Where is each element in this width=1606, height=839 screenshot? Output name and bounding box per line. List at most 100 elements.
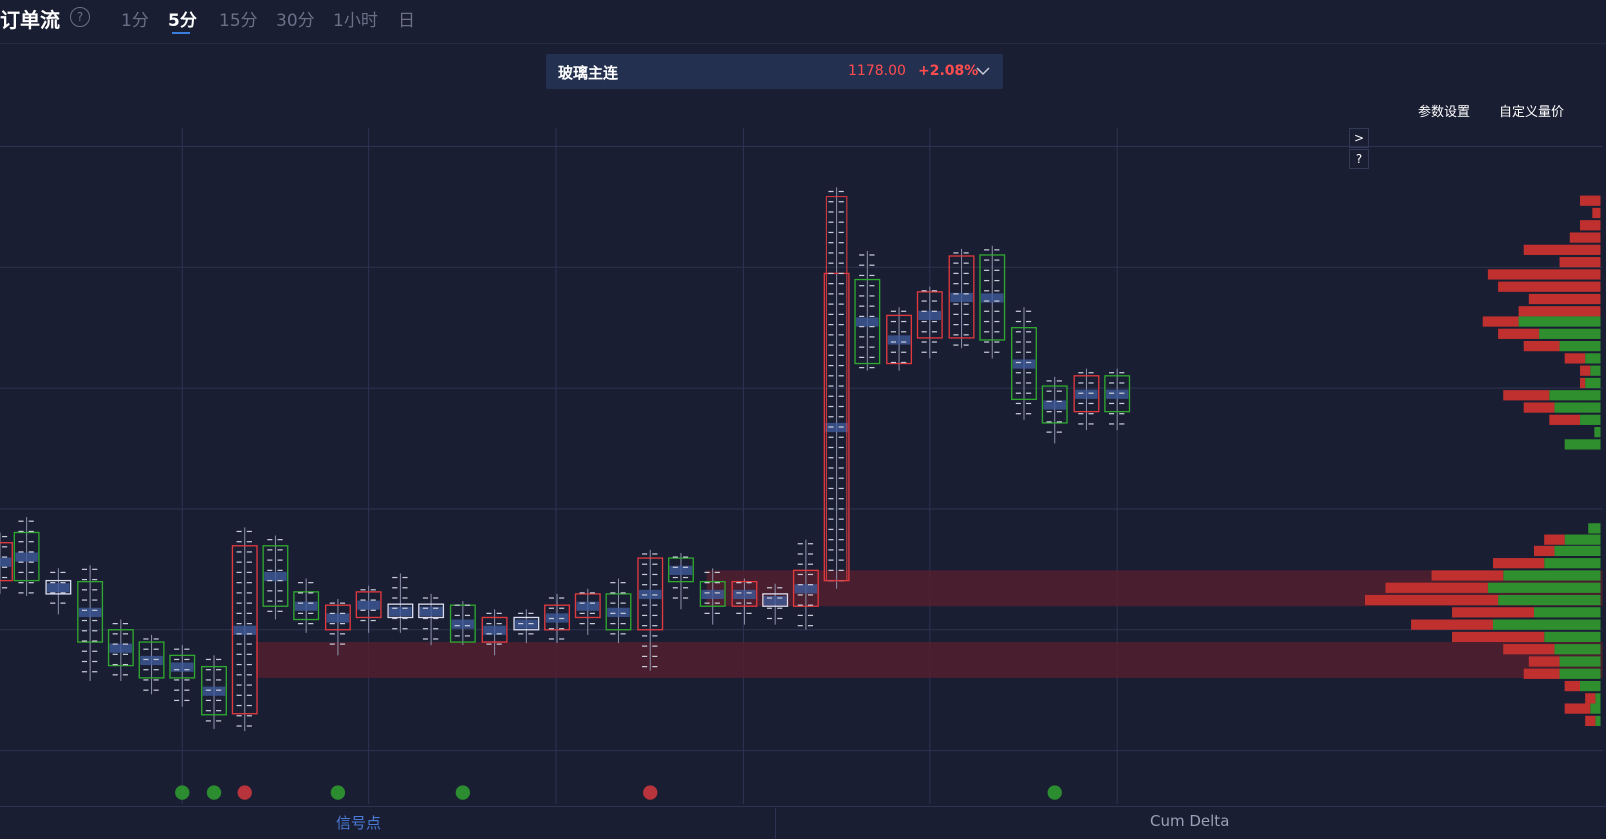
profile-bar (1503, 644, 1555, 655)
profile-bar (1544, 631, 1601, 643)
profile-bar (1554, 644, 1601, 655)
profile-bar (1585, 715, 1596, 727)
candle-body (854, 278, 881, 365)
profile-bar (1580, 377, 1586, 389)
profile-bar (1564, 534, 1601, 545)
candle-body (45, 579, 72, 595)
timeframe-tab[interactable]: 5分 (168, 11, 197, 31)
divider (0, 43, 1606, 44)
profile-bar (1518, 306, 1601, 317)
profile-bar (1431, 570, 1504, 581)
candle-body (668, 557, 694, 583)
candle-body (948, 255, 975, 339)
poc (389, 606, 412, 616)
price: 1178.00 (848, 63, 906, 79)
profile-bar (1523, 668, 1560, 679)
profile-bar (1498, 328, 1540, 339)
profile-bar (1523, 340, 1560, 352)
candle-body (825, 196, 848, 582)
poc (763, 595, 787, 606)
profile-bar (1385, 582, 1488, 593)
expand-button[interactable]: > (1349, 128, 1369, 148)
profile-bar (1544, 558, 1601, 569)
timeframe-tab[interactable]: 1分 (121, 11, 149, 31)
timeframe-tab[interactable]: 日 (398, 11, 415, 31)
profile-bar (1498, 281, 1601, 292)
profile-bar (1588, 523, 1601, 534)
poc (545, 613, 569, 623)
candle-body (544, 604, 571, 631)
profile-bar (1549, 390, 1601, 401)
poc (109, 643, 133, 653)
custom-button[interactable]: 自定义量价 (1499, 105, 1565, 120)
poc (47, 583, 70, 593)
candle-body (916, 291, 943, 339)
change: +2.08% (918, 63, 979, 79)
poc (483, 625, 506, 635)
candle-body (262, 545, 289, 607)
candle-body (231, 545, 258, 715)
timeframe-tab[interactable]: 1小时 (333, 11, 378, 31)
tab-underline (172, 32, 190, 34)
profile-bar (1498, 594, 1601, 606)
footer-tab[interactable]: Cum Delta (1150, 812, 1230, 830)
poc (419, 606, 443, 616)
candle-body (605, 593, 632, 631)
candle-body (1104, 375, 1131, 413)
profile-bar (1592, 207, 1601, 219)
poc (980, 293, 1004, 303)
profile-bar (1452, 607, 1534, 618)
profile-bar (1487, 582, 1601, 593)
poc (638, 589, 662, 600)
candle-body (107, 629, 134, 667)
poc (669, 565, 693, 575)
candle-body (574, 593, 601, 619)
profile-bar (1580, 195, 1601, 206)
profile-bar (1528, 293, 1601, 305)
candle-body (138, 641, 165, 679)
poc (326, 613, 350, 623)
poc (0, 557, 12, 567)
help-icon[interactable]: ? (70, 7, 90, 27)
profile-bar (1528, 656, 1560, 667)
candle-body (169, 654, 196, 679)
timeframe-tab[interactable]: 30分 (276, 11, 315, 31)
profile-bar (1595, 715, 1601, 727)
candle-body (418, 603, 445, 619)
profile-bar (1503, 570, 1601, 581)
divider (0, 806, 1606, 807)
profile-bar (1533, 607, 1601, 618)
poc (701, 589, 724, 600)
poc (451, 619, 475, 629)
help-button[interactable]: ? (1349, 149, 1369, 169)
candle-body (513, 616, 540, 631)
candle-body (324, 604, 351, 631)
profile-bar (1503, 390, 1550, 401)
profile-bar (1559, 656, 1601, 667)
candle-body (792, 569, 819, 607)
candle-body (1011, 327, 1037, 401)
signal (455, 785, 471, 800)
timeframe-tab[interactable]: 15分 (219, 11, 258, 31)
settings-button[interactable]: 参数设置 (1418, 105, 1471, 120)
poc (856, 317, 879, 327)
instrument-selector[interactable]: 玻璃主连 1178.00 +2.08% (546, 54, 1003, 89)
candle-body (77, 580, 104, 643)
profile-bar (1523, 402, 1555, 413)
signal (643, 785, 658, 800)
profile-bar (1559, 257, 1601, 268)
signal (1047, 785, 1062, 800)
profile-bar (1585, 377, 1601, 389)
poc (264, 571, 287, 582)
signal (237, 785, 252, 800)
profile-bar (1590, 365, 1601, 376)
profile-bar (1544, 534, 1565, 545)
poc (171, 662, 194, 672)
poc (78, 607, 102, 617)
candle-body (449, 604, 476, 643)
profile-bar (1523, 244, 1601, 255)
footer-tab[interactable]: 信号点 (336, 814, 382, 832)
poc (1105, 389, 1129, 399)
profile-bar (1564, 680, 1581, 692)
